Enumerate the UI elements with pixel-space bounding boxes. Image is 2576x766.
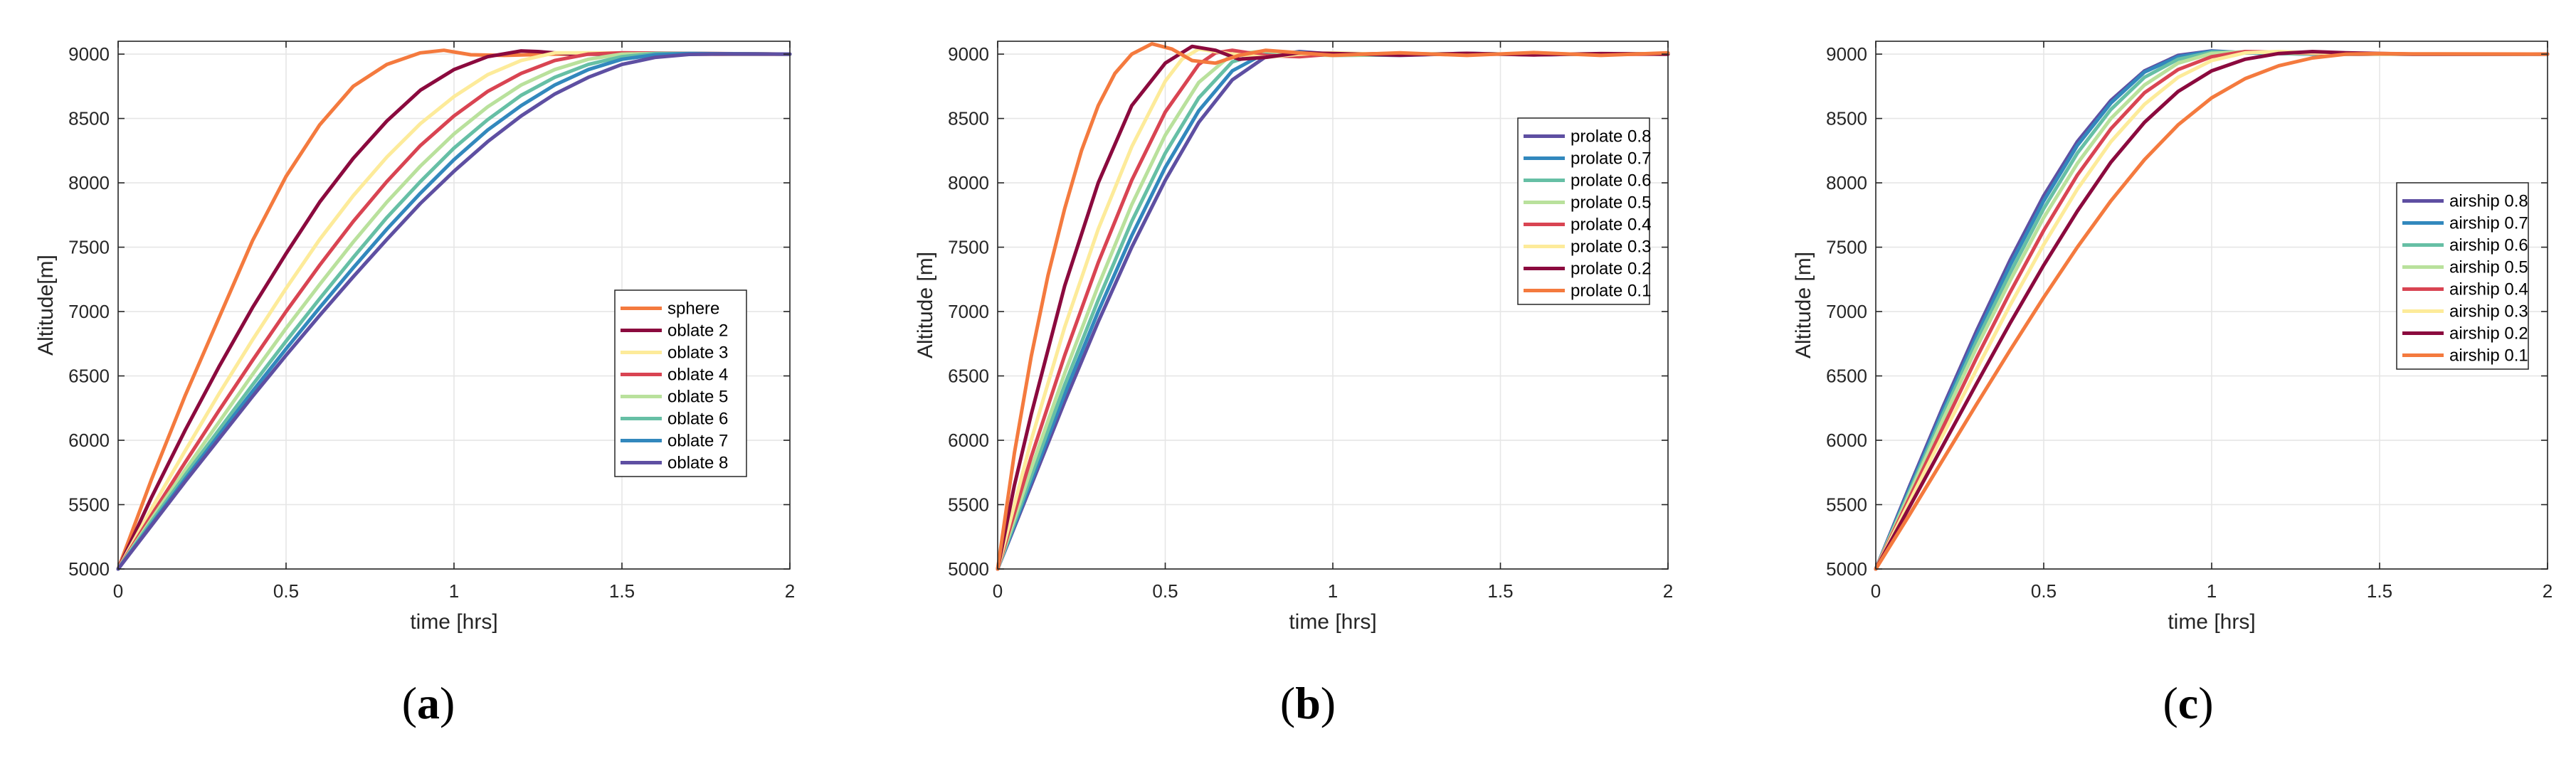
legend-label: prolate 0.4 [1571, 216, 1651, 235]
x-tick-label: 0 [993, 580, 1003, 602]
series-group [116, 48, 792, 571]
series-line-oblate-2 [116, 49, 792, 571]
y-tick-label: 5000 [1826, 558, 1867, 580]
y-tick-label: 6000 [68, 430, 110, 451]
y-tick-label: 7500 [68, 237, 110, 258]
x-tick-label: 0.5 [2031, 580, 2057, 602]
x-tick-label: 0 [113, 580, 123, 602]
x-tick-label: 2 [785, 580, 795, 602]
chart-panel-b: 0 0.5 1 1.5 2 5000 5500 6000 6500 7000 7500 8000 850… [914, 41, 1673, 728]
y-tick-label: 5000 [68, 558, 110, 580]
series-line-oblate-6 [116, 51, 792, 571]
y-axis-label: Altitude [m] [1792, 252, 1815, 358]
x-tick-label: 1.5 [2367, 580, 2392, 602]
y-tick-label: 5500 [68, 494, 110, 516]
x-axis-label: time [hrs] [410, 610, 497, 634]
y-tick-label: 7500 [1826, 237, 1867, 258]
panel-label: (b) [1280, 678, 1336, 728]
legend-label: sphere [667, 299, 719, 319]
y-tick-label: 7000 [948, 301, 989, 322]
legend-label: airship 0.6 [2449, 236, 2528, 255]
x-tick-label: 1.5 [609, 580, 635, 602]
legend-label: airship 0.4 [2449, 280, 2528, 299]
panel-label: (a) [402, 678, 455, 728]
legend-label: oblate 8 [667, 454, 728, 473]
x-tick-label: 2 [2543, 580, 2553, 602]
series-line-airship-0-2 [1874, 50, 2550, 571]
y-tick-label: 7000 [1826, 301, 1867, 322]
series-line-oblate-3 [116, 50, 792, 571]
legend-label: airship 0.3 [2449, 302, 2528, 321]
y-tick-label: 7500 [948, 237, 989, 258]
y-axis-label: Altitude [m] [914, 252, 937, 358]
legend-box [1517, 117, 1650, 305]
legend-label: prolate 0.8 [1571, 127, 1651, 147]
y-tick-label: 6000 [1826, 430, 1867, 451]
y-tick-label: 6500 [948, 366, 989, 387]
chart-panel-a: 0 0.5 1 1.5 2 5000 5500 6000 6500 7000 7500 8000 850… [34, 41, 795, 728]
legend-label: prolate 0.3 [1571, 238, 1651, 257]
x-tick-label: 1 [1328, 580, 1338, 602]
series-line-oblate-4 [116, 50, 792, 571]
chart-panel-c: 0 0.5 1 1.5 2 5000 5500 6000 6500 7000 7500 8000 850… [1792, 41, 2553, 728]
y-tick-label: 8000 [68, 172, 110, 193]
y-tick-label: 5000 [948, 558, 989, 580]
legend-label: prolate 0.6 [1571, 171, 1651, 191]
y-tick-label: 8000 [1826, 172, 1867, 193]
y-tick-label: 6000 [948, 430, 989, 451]
legend-label: airship 0.1 [2449, 346, 2528, 366]
x-tick-label: 0.5 [1152, 580, 1178, 602]
y-tick-label: 5500 [1826, 494, 1867, 516]
y-tick-label: 8500 [68, 108, 110, 129]
y-tick-label: 9000 [1826, 43, 1867, 65]
x-axis-label: time [hrs] [2168, 610, 2255, 634]
x-tick-label: 1.5 [1487, 580, 1513, 602]
legend-label: oblate 4 [667, 366, 728, 385]
y-tick-label: 8500 [948, 108, 989, 129]
legend-label: oblate 5 [667, 388, 728, 407]
legend-label: airship 0.5 [2449, 258, 2528, 277]
series-line-oblate-7 [116, 51, 792, 571]
y-tick-label: 6500 [1826, 366, 1867, 387]
y-tick-label: 7000 [68, 301, 110, 322]
x-tick-label: 0.5 [273, 580, 299, 602]
x-tick-label: 0 [1871, 580, 1881, 602]
legend-label: oblate 6 [667, 410, 728, 429]
series-line-airship-0-1 [1874, 51, 2550, 571]
x-tick-label: 1 [2207, 580, 2217, 602]
y-tick-label: 8500 [1826, 108, 1867, 129]
x-tick-label: 1 [449, 580, 459, 602]
y-tick-label: 6500 [68, 366, 110, 387]
y-tick-label: 9000 [68, 43, 110, 65]
y-tick-label: 9000 [948, 43, 989, 65]
y-tick-label: 8000 [948, 172, 989, 193]
legend-label: oblate 7 [667, 432, 728, 451]
legend-label: prolate 0.2 [1571, 260, 1651, 279]
legend-label: prolate 0.7 [1571, 149, 1651, 169]
legend-label: prolate 0.5 [1571, 193, 1651, 213]
panel-label: (c) [2163, 678, 2213, 728]
legend-label: airship 0.8 [2449, 192, 2528, 211]
x-axis-label: time [hrs] [1289, 610, 1376, 634]
series-line-oblate-8 [116, 52, 792, 571]
y-axis-label: Altitude[m] [34, 255, 58, 356]
series-group [996, 42, 1670, 571]
legend-label: oblate 3 [667, 344, 728, 363]
legend-label: airship 0.7 [2449, 214, 2528, 233]
y-tick-label: 5500 [948, 494, 989, 516]
series-group [1874, 49, 2550, 571]
series-line-prolate-0-1 [996, 42, 1670, 571]
series-line-oblate-5 [116, 51, 792, 571]
legend-label: oblate 2 [667, 321, 728, 341]
x-tick-label: 2 [1663, 580, 1673, 602]
legend-box [2396, 182, 2529, 370]
legend: airship 0.8 airship 0.7 airship 0.6 airship… [2396, 182, 2529, 370]
legend-box [614, 289, 747, 477]
legend-label: prolate 0.1 [1571, 282, 1651, 301]
legend-label: airship 0.2 [2449, 324, 2528, 344]
